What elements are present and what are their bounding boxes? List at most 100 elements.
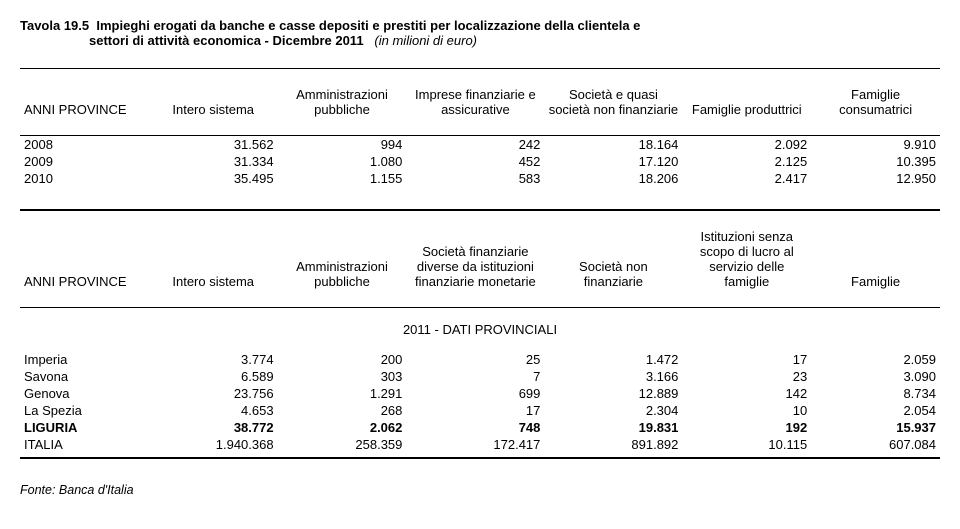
data-cell: 18.206 [544, 170, 682, 187]
data-cell: 142 [682, 385, 811, 402]
data-cell: 258.359 [278, 436, 407, 453]
province-cell: La Spezia [20, 402, 149, 419]
table-b: ANNI PROVINCE Intero sistema Amministraz… [20, 209, 940, 459]
data-cell: 2.059 [811, 351, 940, 368]
data-cell: 38.772 [149, 419, 278, 436]
province-cell: Savona [20, 368, 149, 385]
table-b-caption: ANNI PROVINCE [20, 210, 149, 308]
data-cell: 200 [278, 351, 407, 368]
year-cell: 2009 [20, 153, 149, 170]
data-cell: 2.054 [811, 402, 940, 419]
data-cell: 10.115 [682, 436, 811, 453]
mid-title: 2011 - DATI PROVINCIALI [20, 308, 940, 352]
table-b-body: 2011 - DATI PROVINCIALI [20, 308, 940, 352]
province-cell: Imperia [20, 351, 149, 368]
data-cell: 17 [682, 351, 811, 368]
table-row: Genova23.7561.29169912.8891428.734 [20, 385, 940, 402]
data-cell: 1.940.368 [149, 436, 278, 453]
data-cell: 3.090 [811, 368, 940, 385]
data-cell: 2.417 [682, 170, 811, 187]
data-cell: 31.334 [149, 153, 278, 170]
col-b-fam: Famiglie [811, 210, 940, 308]
data-cell: 12.889 [544, 385, 682, 402]
data-cell: 10 [682, 402, 811, 419]
data-cell: 452 [406, 153, 544, 170]
data-cell: 1.080 [278, 153, 407, 170]
table-row: LIGURIA38.7722.06274819.83119215.937 [20, 419, 940, 436]
data-cell: 3.774 [149, 351, 278, 368]
col-famiglie-prod: Famiglie produttrici [682, 69, 811, 136]
data-cell: 17 [406, 402, 544, 419]
col-b-amm: Amministrazioni pubbliche [278, 210, 407, 308]
province-cell: ITALIA [20, 436, 149, 453]
data-cell: 1.155 [278, 170, 407, 187]
data-cell: 12.950 [811, 170, 940, 187]
table-a-header-row: ANNI PROVINCE Intero sistema Amministraz… [20, 69, 940, 136]
title-line-2: settori di attività economica - Dicembre… [89, 33, 364, 48]
title-subtitle: (in milioni di euro) [367, 33, 477, 48]
data-cell: 2.062 [278, 419, 407, 436]
data-cell: 699 [406, 385, 544, 402]
data-cell: 2.092 [682, 136, 811, 154]
data-cell: 994 [278, 136, 407, 154]
province-cell: Genova [20, 385, 149, 402]
data-cell: 23 [682, 368, 811, 385]
col-b-soc-fin: Società finanziarie diverse da istituzio… [406, 210, 544, 308]
data-cell: 172.417 [406, 436, 544, 453]
data-cell: 6.589 [149, 368, 278, 385]
table-b-header-row: ANNI PROVINCE Intero sistema Amministraz… [20, 210, 940, 308]
data-cell: 2.125 [682, 153, 811, 170]
spacer-row [20, 187, 940, 199]
data-cell: 583 [406, 170, 544, 187]
table-b-data: Imperia3.774200251.472172.059Savona6.589… [20, 351, 940, 453]
data-cell: 268 [278, 402, 407, 419]
table-row: ITALIA1.940.368258.359172.417891.89210.1… [20, 436, 940, 453]
table-row: 200831.56299424218.1642.0929.910 [20, 136, 940, 154]
mid-title-row: 2011 - DATI PROVINCIALI [20, 308, 940, 352]
table-number: Tavola 19.5 [20, 18, 89, 33]
col-b-intero: Intero sistema [149, 210, 278, 308]
table-a-caption: ANNI PROVINCE [20, 69, 149, 136]
data-cell: 18.164 [544, 136, 682, 154]
table-a-body: 200831.56299424218.1642.0929.910200931.3… [20, 136, 940, 200]
year-cell: 2008 [20, 136, 149, 154]
table-a: ANNI PROVINCE Intero sistema Amministraz… [20, 68, 940, 199]
table-row: 201035.4951.15558318.2062.41712.950 [20, 170, 940, 187]
data-cell: 8.734 [811, 385, 940, 402]
col-b-soc-non: Società non finanziarie [544, 210, 682, 308]
data-cell: 303 [278, 368, 407, 385]
data-cell: 1.472 [544, 351, 682, 368]
col-imprese-fin: Imprese finanziarie e assicurative [406, 69, 544, 136]
data-cell: 10.395 [811, 153, 940, 170]
data-cell: 17.120 [544, 153, 682, 170]
data-cell: 748 [406, 419, 544, 436]
data-cell: 891.892 [544, 436, 682, 453]
title-block: Tavola 19.5 Impieghi erogati da banche e… [20, 18, 940, 48]
data-cell: 35.495 [149, 170, 278, 187]
table-row: 200931.3341.08045217.1202.12510.395 [20, 153, 940, 170]
col-amministrazioni: Amministrazioni pubbliche [278, 69, 407, 136]
table-row: Imperia3.774200251.472172.059 [20, 351, 940, 368]
title-line-2-wrap: settori di attività economica - Dicembre… [20, 33, 940, 48]
data-cell: 9.910 [811, 136, 940, 154]
data-cell: 25 [406, 351, 544, 368]
data-cell: 2.304 [544, 402, 682, 419]
data-cell: 15.937 [811, 419, 940, 436]
title-subtitle-text: (in milioni di euro) [374, 33, 477, 48]
col-b-ist: Istituzioni senza scopo di lucro al serv… [682, 210, 811, 308]
data-cell: 23.756 [149, 385, 278, 402]
year-cell: 2010 [20, 170, 149, 187]
data-cell: 607.084 [811, 436, 940, 453]
data-cell: 242 [406, 136, 544, 154]
title-line-1: Impieghi erogati da banche e casse depos… [93, 18, 641, 33]
title-line-1-text: Impieghi erogati da banche e casse depos… [96, 18, 640, 33]
data-cell: 7 [406, 368, 544, 385]
data-cell: 31.562 [149, 136, 278, 154]
source-note: Fonte: Banca d'Italia [20, 483, 940, 497]
table-b-bottom-rule [20, 453, 940, 458]
data-cell: 4.653 [149, 402, 278, 419]
data-cell: 19.831 [544, 419, 682, 436]
table-row: Savona6.58930373.166233.090 [20, 368, 940, 385]
col-intero-sistema: Intero sistema [149, 69, 278, 136]
data-cell: 1.291 [278, 385, 407, 402]
